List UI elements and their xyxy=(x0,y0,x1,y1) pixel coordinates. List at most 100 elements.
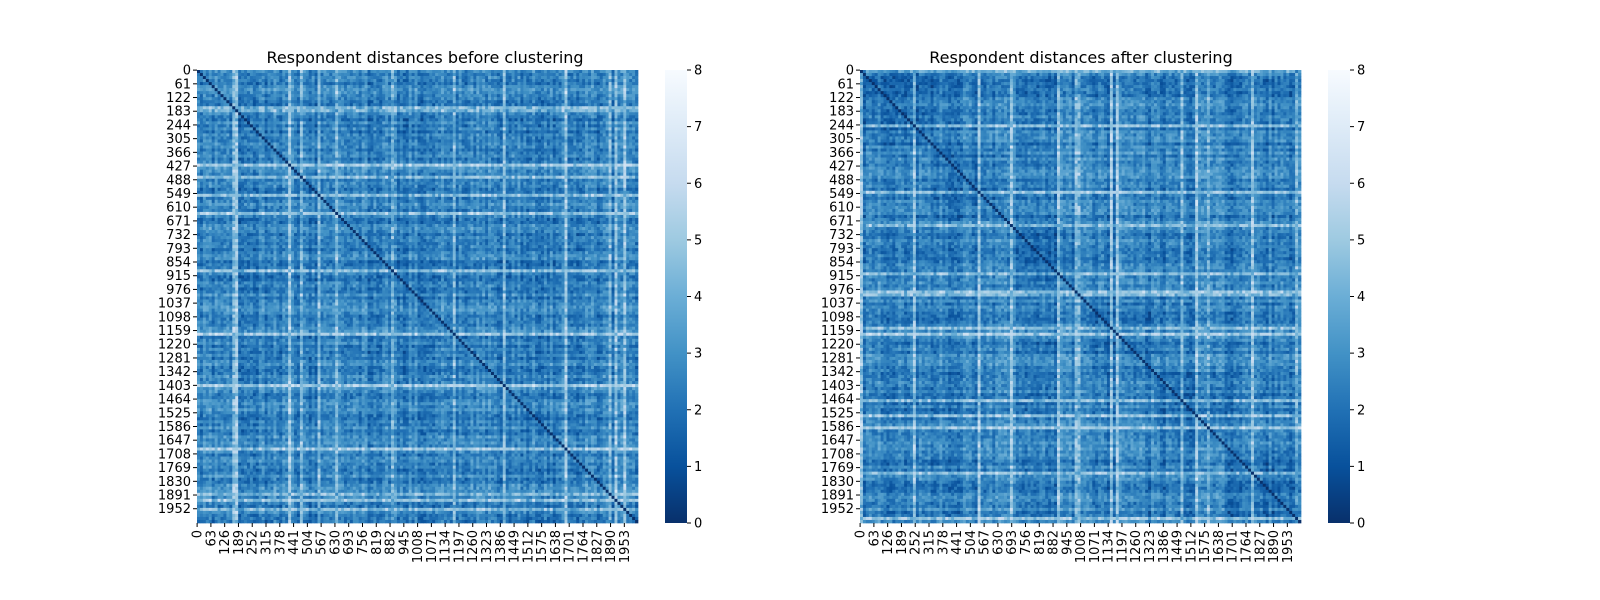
heatmap-cell xyxy=(429,70,432,73)
heatmap-cell xyxy=(432,88,435,91)
heatmap-cell xyxy=(635,142,638,145)
heatmap-cell xyxy=(620,100,623,103)
heatmap-cell xyxy=(635,97,638,100)
heatmap-cell xyxy=(488,106,491,109)
heatmap-cell xyxy=(300,121,303,124)
heatmap-cell xyxy=(376,112,379,115)
heatmap-cell xyxy=(450,109,453,112)
heatmap-cell xyxy=(338,85,341,88)
heatmap-cell xyxy=(303,109,306,112)
heatmap-cell xyxy=(462,115,465,118)
heatmap-cell xyxy=(550,142,553,145)
heatmap-cell xyxy=(556,121,559,124)
heatmap-cell xyxy=(606,130,609,133)
heatmap-cell xyxy=(276,85,279,88)
heatmap-cell xyxy=(556,109,559,112)
heatmap-cell xyxy=(467,142,470,145)
heatmap-cell xyxy=(215,133,218,136)
heatmap-cell xyxy=(491,139,494,142)
heatmap-cell xyxy=(447,100,450,103)
heatmap-cell xyxy=(582,76,585,79)
heatmap-cell xyxy=(335,146,338,149)
heatmap-cell xyxy=(391,88,394,91)
heatmap-cell xyxy=(294,130,297,133)
heatmap-cell xyxy=(382,94,385,97)
heatmap-cell xyxy=(368,136,371,139)
heatmap-cell xyxy=(594,88,597,91)
heatmap-cell xyxy=(332,136,335,139)
heatmap-cell xyxy=(588,130,591,133)
heatmap-cell xyxy=(288,133,291,136)
heatmap-cell xyxy=(597,136,600,139)
heatmap-cell xyxy=(200,121,203,124)
heatmap-cell xyxy=(420,97,423,100)
heatmap-cell xyxy=(465,136,468,139)
heatmap-cell xyxy=(517,127,520,130)
heatmap-cell xyxy=(341,73,344,76)
heatmap-cell xyxy=(462,100,465,103)
heatmap-cell xyxy=(603,121,606,124)
heatmap-cell xyxy=(385,97,388,100)
heatmap-cell xyxy=(373,136,376,139)
heatmap-cell xyxy=(623,76,626,79)
heatmap-cell xyxy=(626,106,629,109)
heatmap-cell xyxy=(400,142,403,145)
heatmap-cell xyxy=(203,85,206,88)
heatmap-cell xyxy=(579,136,582,139)
heatmap-cell xyxy=(353,136,356,139)
heatmap-cell xyxy=(238,124,241,127)
heatmap-cell xyxy=(597,112,600,115)
heatmap-cell xyxy=(470,109,473,112)
heatmap-cell xyxy=(420,76,423,79)
heatmap-cell xyxy=(244,115,247,118)
heatmap-cell xyxy=(350,85,353,88)
heatmap-cell xyxy=(556,88,559,91)
heatmap-cell xyxy=(382,115,385,118)
heatmap-cell xyxy=(450,124,453,127)
heatmap-cell xyxy=(517,130,520,133)
heatmap-cell xyxy=(232,133,235,136)
heatmap-cell xyxy=(579,121,582,124)
heatmap-cell xyxy=(541,124,544,127)
heatmap-cell xyxy=(412,94,415,97)
heatmap-cell xyxy=(438,118,441,121)
heatmap-cell xyxy=(620,121,623,124)
heatmap-cell xyxy=(256,118,259,121)
heatmap-cell xyxy=(403,115,406,118)
heatmap-cell xyxy=(373,70,376,73)
heatmap-cell xyxy=(526,76,529,79)
heatmap-cell xyxy=(229,73,232,76)
heatmap-cell xyxy=(465,130,468,133)
heatmap-cell xyxy=(259,85,262,88)
heatmap-cell xyxy=(271,76,274,79)
heatmap-cell xyxy=(535,121,538,124)
heatmap-cell xyxy=(238,142,241,145)
heatmap-cell xyxy=(423,127,426,130)
heatmap-cell xyxy=(297,112,300,115)
heatmap-cell xyxy=(544,118,547,121)
heatmap-cell xyxy=(273,97,276,100)
heatmap-cell xyxy=(429,139,432,142)
heatmap-cell xyxy=(312,82,315,85)
heatmap-cell xyxy=(617,115,620,118)
heatmap-cell xyxy=(221,85,224,88)
heatmap-cell xyxy=(200,115,203,118)
heatmap-cell xyxy=(632,139,635,142)
heatmap-cell xyxy=(209,85,212,88)
heatmap-cell xyxy=(500,115,503,118)
heatmap-cell xyxy=(418,73,421,76)
heatmap-cell xyxy=(268,146,271,149)
heatmap-cell xyxy=(347,130,350,133)
heatmap-cell xyxy=(226,142,229,145)
heatmap-cell xyxy=(609,139,612,142)
heatmap-cell xyxy=(617,103,620,106)
heatmap-cell xyxy=(309,94,312,97)
heatmap-cell xyxy=(209,100,212,103)
heatmap-cell xyxy=(294,109,297,112)
heatmap-cell xyxy=(391,127,394,130)
heatmap-cell xyxy=(565,136,568,139)
heatmap-cell xyxy=(218,97,221,100)
heatmap-cell xyxy=(606,79,609,82)
heatmap-cell xyxy=(573,136,576,139)
heatmap-cell xyxy=(309,106,312,109)
